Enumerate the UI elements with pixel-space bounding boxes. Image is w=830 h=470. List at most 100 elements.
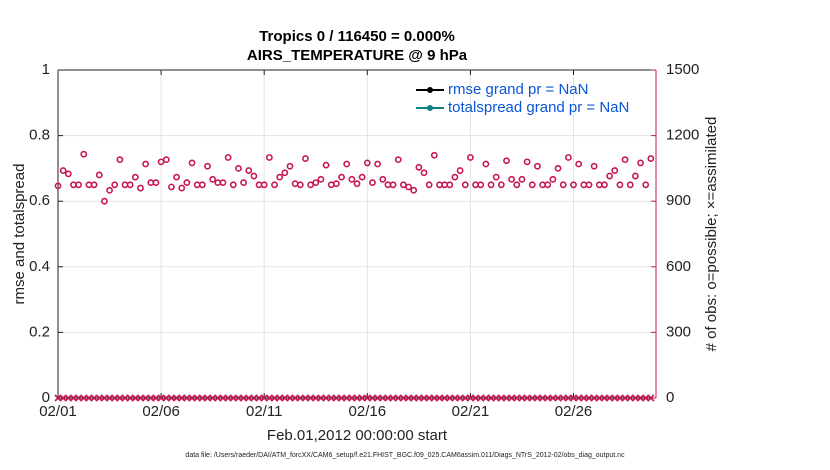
obs-assimilated-marker (518, 394, 526, 402)
obs-assimilated-marker (482, 394, 490, 402)
obs-assimilated-marker (343, 394, 351, 402)
obs-assimilated-marker (451, 394, 459, 402)
obs-possible-marker (420, 169, 428, 177)
obs-possible-marker (611, 167, 619, 174)
obs-assimilated-marker (595, 394, 603, 402)
obs-possible-marker (585, 181, 593, 189)
obs-assimilated-marker (580, 394, 588, 402)
y2-tick-label: 300 (666, 323, 691, 340)
obs-possible-marker (90, 181, 98, 189)
obs-possible-marker (142, 160, 150, 168)
obs-possible-marker (353, 180, 361, 188)
obs-possible-marker (549, 175, 557, 183)
obs-assimilated-marker (466, 394, 474, 402)
obs-assimilated-marker (307, 394, 315, 402)
obs-possible-marker (224, 154, 232, 161)
y2-axis-label: # of obs: o=possible; ×=assimilated (703, 117, 720, 352)
obs-assimilated-marker (477, 394, 485, 402)
obs-assimilated-marker (152, 394, 160, 402)
x-tick-label: 02/21 (452, 403, 490, 420)
obs-possible-marker (487, 181, 495, 189)
obs-assimilated-marker (270, 394, 279, 402)
obs-assimilated-marker (111, 394, 119, 402)
obs-possible-marker (601, 181, 608, 189)
obs-possible-marker (204, 162, 211, 170)
obs-assimilated-marker (209, 394, 217, 402)
obs-possible-marker (369, 179, 376, 187)
obs-assimilated-marker (600, 394, 609, 402)
obs-assimilated-marker (410, 394, 418, 402)
obs-possible-marker (405, 183, 412, 191)
obs-possible-marker (240, 179, 247, 187)
obs-possible-marker (554, 164, 562, 172)
obs-assimilated-marker (487, 394, 495, 402)
x-tick-label: 02/06 (142, 403, 180, 420)
y-tick-label: 1 (42, 61, 50, 78)
obs-possible-marker (317, 175, 325, 183)
obs-possible-marker (245, 167, 253, 174)
obs-possible-marker (606, 172, 614, 180)
obs-assimilated-marker (255, 394, 263, 402)
obs-possible-marker (54, 182, 62, 190)
obs-possible-marker (379, 175, 387, 183)
obs-possible-marker (229, 181, 237, 189)
obs-assimilated-marker (472, 394, 480, 402)
obs-possible-marker (348, 175, 356, 183)
obs-assimilated-marker (136, 394, 145, 402)
obs-assimilated-marker (198, 394, 206, 402)
obs-assimilated-marker (219, 394, 227, 402)
obs-assimilated-marker (173, 394, 181, 402)
obs-assimilated-marker (559, 394, 567, 402)
obs-assimilated-marker (260, 394, 268, 402)
obs-assimilated-marker (544, 394, 552, 402)
x-axis-label: Feb.01,2012 00:00:00 start (267, 427, 448, 444)
obs-possible-marker (559, 181, 567, 189)
obs-possible-marker (312, 179, 320, 187)
obs-assimilated-marker (626, 394, 634, 402)
obs-possible-marker (415, 163, 423, 171)
obs-possible-marker (116, 156, 124, 164)
obs-possible-marker (642, 181, 650, 189)
obs-possible-marker (75, 181, 83, 189)
obs-assimilated-marker (105, 394, 114, 402)
obs-assimilated-marker (121, 394, 129, 402)
y-tick-label: 0.6 (29, 192, 50, 209)
obs-possible-marker (296, 181, 304, 189)
obs-assimilated-marker (374, 394, 382, 402)
obs-possible-marker (126, 181, 134, 189)
obs-possible-marker (575, 160, 583, 168)
obs-assimilated-marker (167, 394, 175, 402)
obs-possible-marker (518, 175, 526, 183)
obs-assimilated-marker (69, 394, 78, 402)
obs-assimilated-marker (446, 394, 454, 402)
obs-assimilated-marker (539, 394, 547, 402)
obs-possible-marker (374, 160, 382, 168)
obs-assimilated-marker (502, 394, 511, 402)
obs-possible-marker (534, 162, 541, 170)
obs-possible-marker (95, 171, 103, 179)
obs-possible-marker (482, 160, 490, 168)
obs-assimilated-marker (291, 394, 299, 402)
obs-assimilated-marker (327, 394, 335, 402)
legend-label: totalspread grand pr = NaN (448, 99, 629, 116)
obs-assimilated-marker (276, 394, 284, 402)
x-tick-label: 02/26 (555, 403, 593, 420)
obs-possible-marker (302, 155, 309, 162)
obs-possible-marker (467, 154, 474, 161)
obs-assimilated-marker (64, 394, 72, 402)
obs-assimilated-marker (642, 394, 650, 402)
obs-possible-marker (286, 162, 294, 170)
obs-possible-marker (198, 181, 206, 189)
obs-possible-marker (492, 173, 500, 181)
obs-assimilated-marker (368, 394, 377, 402)
obs-assimilated-marker (621, 394, 629, 402)
obs-possible-marker (260, 181, 268, 189)
obs-assimilated-marker (240, 394, 248, 402)
obs-assimilated-marker (95, 394, 103, 402)
y2-tick-label: 1500 (666, 61, 699, 78)
obs-possible-marker (173, 173, 180, 181)
obs-assimilated-marker (358, 394, 366, 402)
obs-assimilated-marker (229, 394, 237, 402)
obs-assimilated-marker (389, 394, 397, 402)
obs-assimilated-marker (157, 394, 165, 402)
